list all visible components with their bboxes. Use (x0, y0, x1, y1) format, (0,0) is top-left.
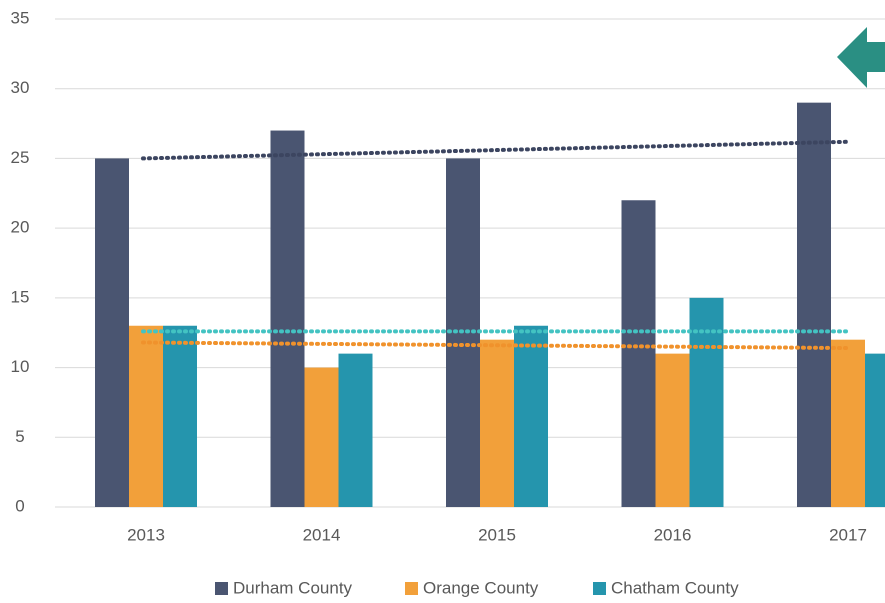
bar (621, 200, 656, 507)
x-tick-label: 2016 (654, 525, 692, 544)
legend-swatch (593, 582, 606, 595)
legend-swatch (215, 582, 228, 595)
trend-line (141, 139, 852, 161)
legend-label: Durham County (233, 578, 353, 597)
y-tick-label: 30 (11, 78, 30, 97)
legend-swatch (405, 582, 418, 595)
bar (129, 325, 163, 507)
x-tick-label: 2015 (478, 525, 516, 544)
y-tick-label: 15 (11, 287, 30, 306)
bar (304, 367, 339, 507)
bar (480, 339, 514, 507)
bar (689, 297, 724, 507)
y-tick-label: 20 (11, 218, 30, 237)
bar (270, 130, 305, 508)
y-tick-label: 5 (15, 427, 24, 446)
bar (797, 102, 831, 508)
bar (865, 353, 885, 507)
y-tick-label: 0 (15, 496, 24, 515)
bar (514, 325, 548, 507)
x-tick-label: 2013 (127, 525, 165, 544)
y-tick-label: 10 (11, 357, 30, 376)
back-arrow-icon[interactable] (837, 27, 885, 88)
bar (338, 353, 373, 507)
bar (163, 325, 197, 507)
trend-line (141, 340, 852, 351)
legend-label: Orange County (423, 578, 539, 597)
y-tick-label: 35 (11, 8, 30, 27)
x-tick-label: 2014 (303, 525, 341, 544)
legend-label: Chatham County (611, 578, 739, 597)
bar (831, 339, 865, 507)
bar (655, 353, 690, 507)
x-tick-label: 2017 (829, 525, 867, 544)
y-tick-label: 25 (11, 148, 30, 167)
bar (95, 158, 129, 507)
